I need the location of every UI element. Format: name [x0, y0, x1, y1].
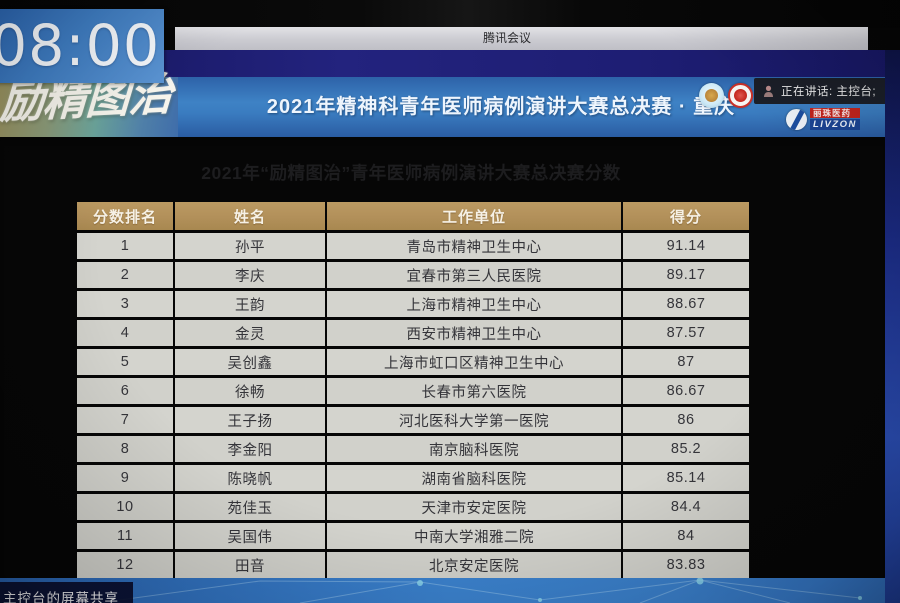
col-header-score: 得分	[623, 202, 749, 230]
unit-cell: 宜春市第三人民医院	[327, 262, 621, 288]
col-header-name: 姓名	[175, 202, 325, 230]
score-cell: 86.67	[623, 378, 749, 404]
rank-cell: 5	[77, 349, 173, 375]
shared-slide: 2021年“励精图治”青年医师病例演讲大赛总决赛分数 分数排名 姓名 工作单位 得分 …	[0, 137, 887, 578]
unit-cell: 青岛市精神卫生中心	[327, 233, 621, 259]
network-pattern	[119, 578, 862, 603]
unit-cell: 北京安定医院	[327, 552, 621, 578]
unit-cell: 河北医科大学第一医院	[327, 407, 621, 433]
score-cell: 88.67	[623, 291, 749, 317]
score-cell: 85.2	[623, 436, 749, 462]
score-cell: 84	[623, 523, 749, 549]
name-cell: 徐畅	[175, 378, 325, 404]
calligraphy-band: 励精图治	[0, 69, 178, 137]
table-row: 11 吴国伟 中南大学湘雅二院 84	[77, 523, 749, 549]
rank-cell: 6	[77, 378, 173, 404]
sponsor-name-cn: 丽珠医药	[810, 108, 860, 118]
event-title: 2021年精神科青年医师病例演讲大赛总决赛 · 重庆	[266, 96, 736, 118]
badge-emblem	[705, 89, 718, 102]
table-row: 1 孙平 青岛市精神卫生中心 91.14	[77, 233, 749, 259]
table-header-row: 分数排名 姓名 工作单位 得分	[77, 202, 749, 230]
unit-cell: 上海市虹口区精神卫生中心	[327, 349, 621, 375]
table-row: 10 苑佳玉 天津市安定医院 84.4	[77, 494, 749, 520]
score-table: 分数排名 姓名 工作单位 得分 1 孙平 青岛市精神卫生中心 91.14 2 李庆 宜春市第三人民…	[75, 199, 751, 581]
unit-cell: 南京脑科医院	[327, 436, 621, 462]
score-cell: 91.14	[623, 233, 749, 259]
meeting-window-titlebar[interactable]: 腾讯会议	[175, 27, 868, 50]
score-cell: 87	[623, 349, 749, 375]
score-cell: 85.14	[623, 465, 749, 491]
name-cell: 田音	[175, 552, 325, 578]
name-cell: 李金阳	[175, 436, 325, 462]
rank-cell: 3	[77, 291, 173, 317]
unit-cell: 湖南省脑科医院	[327, 465, 621, 491]
rank-cell: 1	[77, 233, 173, 259]
table-row: 5 吴创鑫 上海市虹口区精神卫生中心 87	[77, 349, 749, 375]
name-cell: 吴国伟	[175, 523, 325, 549]
association-badge-icon	[699, 83, 724, 108]
name-cell: 王子扬	[175, 407, 325, 433]
screen-share-status: 主控台的屏幕共享	[0, 582, 133, 603]
col-header-rank: 分数排名	[77, 202, 173, 230]
table-row: 6 徐畅 长春市第六医院 86.67	[77, 378, 749, 404]
table-row: 7 王子扬 河北医科大学第一医院 86	[77, 407, 749, 433]
table-row: 4 金灵 西安市精神卫生中心 87.57	[77, 320, 749, 346]
name-cell: 苑佳玉	[175, 494, 325, 520]
table-row: 2 李庆 宜春市第三人民医院 89.17	[77, 262, 749, 288]
score-cell: 86	[623, 407, 749, 433]
slide-title: 2021年“励精图治”青年医师病例演讲大赛总决赛分数	[201, 163, 621, 183]
name-cell: 王韵	[175, 291, 325, 317]
name-cell: 孙平	[175, 233, 325, 259]
name-cell: 金灵	[175, 320, 325, 346]
rank-cell: 9	[77, 465, 173, 491]
rank-cell: 7	[77, 407, 173, 433]
speaker-icon	[764, 85, 773, 97]
name-cell: 吴创鑫	[175, 349, 325, 375]
desktop-right-band	[885, 50, 900, 603]
table-row: 8 李金阳 南京脑科医院 85.2	[77, 436, 749, 462]
name-cell: 陈晓帆	[175, 465, 325, 491]
unit-cell: 西安市精神卫生中心	[327, 320, 621, 346]
desktop-bottom-strip	[0, 578, 900, 603]
rank-cell: 12	[77, 552, 173, 578]
score-cell: 83.83	[623, 552, 749, 578]
rank-cell: 8	[77, 436, 173, 462]
sponsor-logo: 丽珠医药 LIVZON	[786, 108, 860, 130]
speaking-indicator-label: 正在讲话: 主控台;	[781, 86, 877, 98]
score-cell: 87.57	[623, 320, 749, 346]
col-header-unit: 工作单位	[327, 202, 621, 230]
unit-cell: 上海市精神卫生中心	[327, 291, 621, 317]
table-row: 9 陈晓帆 湖南省脑科医院 85.14	[77, 465, 749, 491]
score-cell: 84.4	[623, 494, 749, 520]
red-emblem-badge-icon	[728, 83, 753, 108]
unit-cell: 长春市第六医院	[327, 378, 621, 404]
table-row: 12 田音 北京安定医院 83.83	[77, 552, 749, 578]
speaking-indicator: 正在讲话: 主控台;	[754, 78, 900, 104]
score-cell: 89.17	[623, 262, 749, 288]
livzon-logo-icon	[786, 108, 807, 130]
name-cell: 李庆	[175, 262, 325, 288]
table-row: 3 王韵 上海市精神卫生中心 88.67	[77, 291, 749, 317]
unit-cell: 天津市安定医院	[327, 494, 621, 520]
rank-cell: 4	[77, 320, 173, 346]
unit-cell: 中南大学湘雅二院	[327, 523, 621, 549]
rank-cell: 11	[77, 523, 173, 549]
rank-cell: 2	[77, 262, 173, 288]
clock-overlay: 08:00	[0, 9, 164, 83]
badge-emblem	[734, 89, 747, 102]
app-title: 腾讯会议	[483, 31, 532, 45]
clock-time: 08:00	[0, 13, 161, 79]
rank-cell: 10	[77, 494, 173, 520]
sponsor-name-en: LIVZON	[810, 119, 860, 130]
